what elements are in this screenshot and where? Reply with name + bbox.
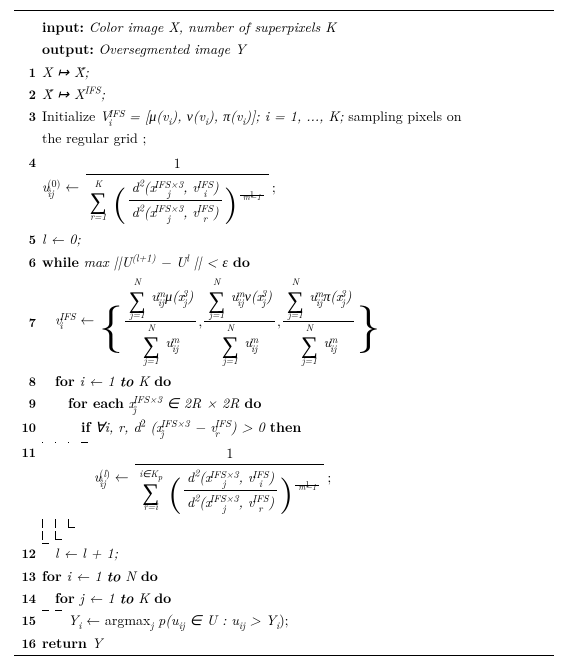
lineno: 3 [14,106,36,125]
lineno: 6 [14,252,36,271]
lineno: 14 [14,588,36,607]
input-kw: input: [42,17,84,37]
line-1: 1 X ↦ X̃; [14,62,554,82]
line-10: 10 if ∀i, r, d2 (xIFS×3j − vIFSr) > 0 th… [14,417,554,439]
output-kw: output: [42,39,94,59]
code: l ← l + 1; [49,543,554,563]
code: l ← 0; [36,229,554,249]
line-4: 4 u(0)ij ← 1 K∑r=1 ( d2(xIFS×3j, vIFSi) … [14,152,554,225]
code: u(0)ij ← 1 K∑r=1 ( d2(xIFS×3j, vIFSi) d2… [36,152,554,225]
lineno: 11 [14,442,36,461]
line-15: 15 Yi ← argmaxj p(uij ∈ U : uij > Yi); [14,610,554,630]
code: X ↦ X̃; [36,62,554,82]
line-5: 5 l ← 0; [14,229,554,249]
code: if ∀i, r, d2 (xIFS×3j − vIFSr) > 0 then [75,417,554,439]
lineno: 16 [14,633,36,652]
code: Initialize VIFSi = [μ(vi), ν(vi), π(vi)]… [36,106,554,148]
code: vIFSi ← { N∑j=1 umijμ(x3j) N∑j=1 umij , … [49,276,554,367]
line-12: 12 l ← l + 1; [14,543,554,563]
line-16: 16 return Y [14,633,554,653]
top-rule [14,10,554,11]
line-14: 14 for j ← 1 to K do [14,588,554,608]
lineno: 10 [14,417,36,436]
line-6: 6 while max ||U(l+1) − Ul || < ε do [14,252,554,272]
input-row: input: Color image X, number of superpix… [14,17,554,37]
line-13: 13 for i ← 1 to N do [14,566,554,586]
line-7: 7 vIFSi ← { N∑j=1 umijμ(x3j) N∑j=1 umij … [14,276,554,367]
line-2: 2 X̃ ↦ XIFS; [14,84,554,104]
line-close-9 [14,519,554,529]
output-row: output: Oversegmented image Y [14,39,554,59]
lineno: 12 [14,543,36,562]
lineno: 2 [14,84,36,103]
line-3: 3 Initialize VIFSi = [μ(vi), ν(vi), π(vi… [14,106,554,148]
line-8: 8 for i ← 1 to K do [14,371,554,391]
lineno: 9 [14,393,36,412]
code: for i ← 1 to K do [49,371,554,391]
code: Yi ← argmaxj p(uij ∈ U : uij > Yi); [62,610,554,630]
line-9: 9 for each xIFS×3j ∈ 2R × 2R do [14,393,554,415]
code: for each xIFS×3j ∈ 2R × 2R do [62,393,554,415]
lineno: 5 [14,229,36,248]
output-text: Oversegmented image Y [99,39,246,59]
lineno: 7 [14,312,36,331]
code: return Y [36,633,554,653]
input-text: Color image X, number of superpixels K [89,17,336,37]
code: u(l)ij ← 1 i∈Kp∑r=i ( d2(xIFS×3j, vIFSi)… [88,442,554,515]
lineno: 15 [14,610,36,629]
lineno: 1 [14,62,36,81]
line-close-8 [14,531,554,541]
line-11: 11 u(l)ij ← 1 i∈Kp∑r=i ( d2(xIFS×3j, vIF… [14,442,554,515]
code: for i ← 1 to N do [36,566,554,586]
lineno: 8 [14,371,36,390]
code: X̃ ↦ XIFS; [36,84,554,104]
code: while max ||U(l+1) − Ul || < ε do [36,252,554,272]
bottom-rule [14,655,554,656]
code: for j ← 1 to K do [49,588,554,608]
lineno: 13 [14,566,36,585]
lineno: 4 [14,152,36,171]
